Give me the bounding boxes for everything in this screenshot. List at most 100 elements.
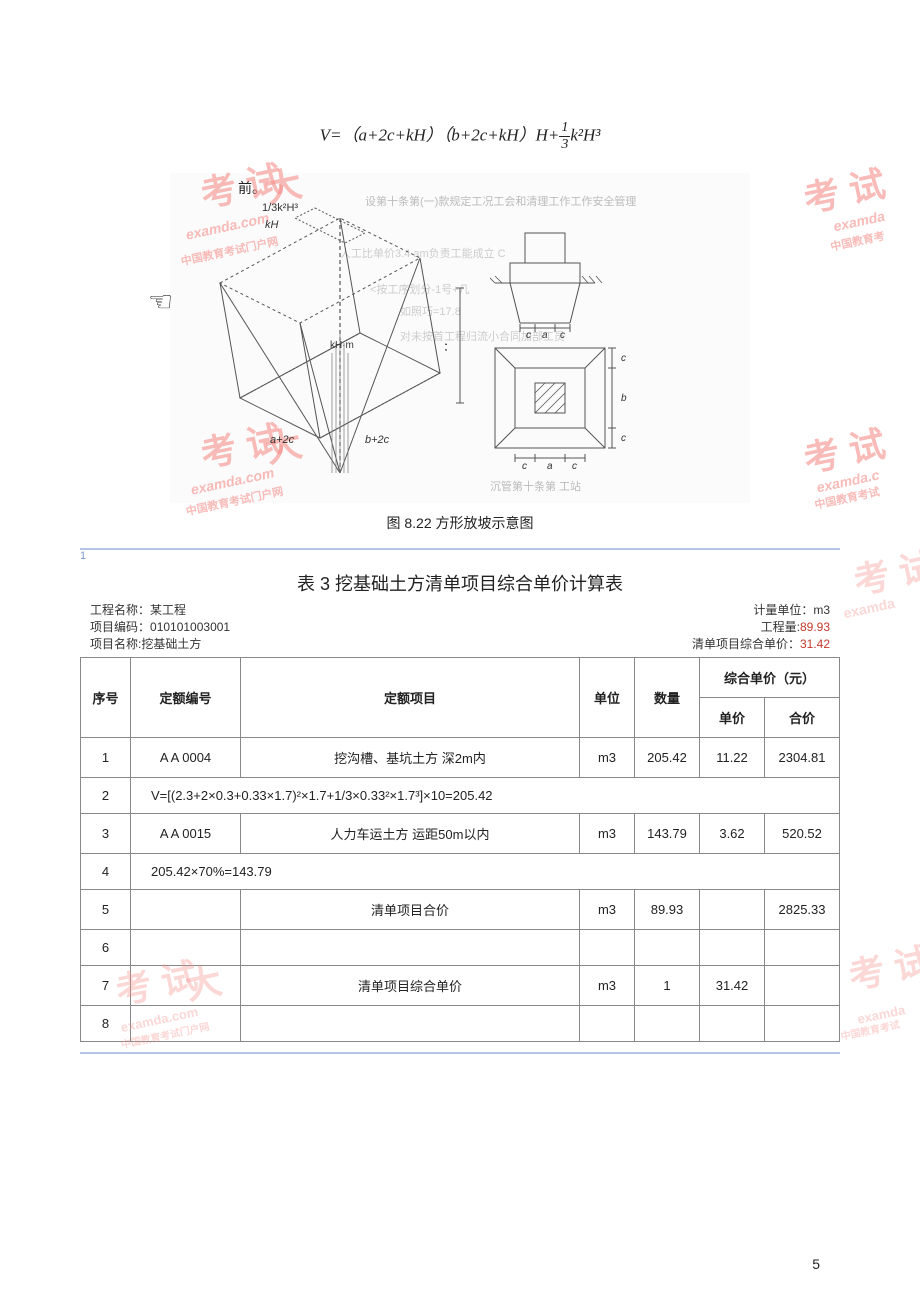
diagram-area: 前。 考 试 大 examda.com 中国教育考试门户网 考 试 大 exam…: [170, 173, 750, 503]
cell-item: [241, 930, 580, 966]
cell-unit: m3: [580, 738, 635, 778]
cell-tp: [765, 1006, 840, 1042]
cell-code: [131, 890, 241, 930]
svg-text:c: c: [621, 433, 626, 444]
svg-text:c: c: [572, 461, 577, 472]
cell-up: 11.22: [700, 738, 765, 778]
cell-qty: [635, 930, 700, 966]
left-meta: 工程名称：某工程 项目编码：010101003001 项目名称:挖基础土方: [90, 601, 230, 652]
formula-fraction: 13: [559, 120, 570, 153]
cell-seq: 6: [81, 930, 131, 966]
qty-value: 89.93: [800, 620, 830, 634]
proj-name: 某工程: [150, 603, 186, 617]
formula-suffix: k²H³: [570, 125, 600, 144]
right-meta: 计量单位：m3 工程量:89.93 清单项目综合单价：31.42: [692, 601, 830, 652]
svg-text:a: a: [547, 461, 553, 472]
cell-seq: 7: [81, 966, 131, 1006]
cell-seq: 3: [81, 814, 131, 854]
cell-qty: [635, 1006, 700, 1042]
cell-qty: 205.42: [635, 738, 700, 778]
table-title: 表 3 挖基础土方清单项目综合单价计算表: [80, 570, 840, 596]
cell-unit: m3: [580, 966, 635, 1006]
unit-value: m3: [813, 603, 830, 617]
table-row: 5清单项目合价m389.932825.33: [81, 890, 840, 930]
cell-unit: [580, 930, 635, 966]
cell-unit: m3: [580, 814, 635, 854]
cell-seq: 8: [81, 1006, 131, 1042]
svg-text:H: H: [445, 342, 450, 351]
page-container: V=（a+2c+kH）（b+2c+kH）H+13k²H³ 前。 考 试 大 ex…: [0, 0, 920, 1302]
cell-unit: m3: [580, 890, 635, 930]
calculation-table: 序号 定额编号 定额项目 单位 数量 综合单价（元） 单价 合价 1A A 00…: [80, 657, 840, 1042]
svg-text:c: c: [560, 330, 565, 338]
svg-text:c: c: [526, 330, 531, 338]
label-13kh: 1/3k²H³: [262, 202, 298, 214]
footing-section-svg: c a c: [490, 228, 620, 338]
hand-icon: ☜: [148, 285, 173, 318]
item-name-label: 项目名称:: [90, 637, 141, 651]
cell-unit: [580, 1006, 635, 1042]
cell-up: [700, 930, 765, 966]
cell-tp: [765, 966, 840, 1006]
cell-span: 205.42×70%=143.79: [131, 854, 840, 890]
cell-item: [241, 1006, 580, 1042]
table-row: 7清单项目综合单价m3131.42: [81, 966, 840, 1006]
cell-tp: 2304.81: [765, 738, 840, 778]
wm-table-3c: 中国教育考试: [839, 1016, 901, 1043]
figure-section: V=（a+2c+kH）（b+2c+kH）H+13k²H³ 前。 考 试 大 ex…: [80, 120, 840, 550]
wm-table-1: 考 试: [848, 537, 920, 605]
table-row: 1A A 0004挖沟槽、基坑土方 深2m内m3205.4211.222304.…: [81, 738, 840, 778]
table-row: 4205.42×70%=143.79: [81, 854, 840, 890]
qty-label: 工程量:: [761, 620, 800, 634]
svg-text:c: c: [621, 353, 626, 364]
wm-table-1b: examda: [842, 595, 896, 621]
label-a2c: a+2c: [270, 434, 295, 446]
wm-table-3: 考 试: [843, 932, 920, 1000]
cell-code: A A 0004: [131, 738, 241, 778]
cell-tp: 520.52: [765, 814, 840, 854]
cell-span: V=[(2.3+2×0.3+0.33×1.7)²×1.7+1/3×0.33²×1…: [131, 778, 840, 814]
th-unit: 单位: [580, 658, 635, 738]
cell-qty: 143.79: [635, 814, 700, 854]
cell-item: 清单项目合价: [241, 890, 580, 930]
cell-code: A A 0015: [131, 814, 241, 854]
h-dimension-svg: H: [445, 283, 475, 413]
th-seq: 序号: [81, 658, 131, 738]
cell-up: 31.42: [700, 966, 765, 1006]
proj-code-label: 项目编码：: [90, 620, 150, 634]
table-row: 8: [81, 1006, 840, 1042]
formula: V=（a+2c+kH）（b+2c+kH）H+13k²H³: [170, 120, 750, 153]
table-header-meta: 工程名称：某工程 项目编码：010101003001 项目名称:挖基础土方 计量…: [90, 601, 830, 652]
table-body: 1A A 0004挖沟槽、基坑土方 深2m内m3205.4211.222304.…: [81, 738, 840, 1042]
cell-item: 人力车运土方 运距50m以内: [241, 814, 580, 854]
cell-code: [131, 930, 241, 966]
cell-code: [131, 966, 241, 1006]
svg-text:c: c: [522, 461, 527, 472]
unit-label: 计量单位：: [753, 603, 813, 617]
figure-caption: 图 8.22 方形放坡示意图: [170, 513, 750, 533]
label-b2c: b+2c: [365, 434, 390, 446]
cell-qty: 89.93: [635, 890, 700, 930]
proj-code: 010101003001: [150, 620, 230, 634]
th-qty: 数量: [635, 658, 700, 738]
th-tp: 合价: [765, 698, 840, 738]
cell-seq: 2: [81, 778, 131, 814]
cell-item: 清单项目综合单价: [241, 966, 580, 1006]
table-row: 2V=[(2.3+2×0.3+0.33×1.7)²×1.7+1/3×0.33²×…: [81, 778, 840, 814]
frac-den: 3: [559, 137, 570, 153]
table-row: 6: [81, 930, 840, 966]
th-item: 定额项目: [241, 658, 580, 738]
label-kH: kH: [265, 219, 279, 231]
svg-text:b: b: [621, 393, 627, 404]
cell-up: 3.62: [700, 814, 765, 854]
cell-up: [700, 1006, 765, 1042]
cell-item: 挖沟槽、基坑土方 深2m内: [241, 738, 580, 778]
item-name: 挖基础土方: [141, 637, 201, 651]
formula-prefix: V=（a+2c+kH）（b+2c+kH）H+: [320, 125, 560, 144]
table-header-row: 序号 定额编号 定额项目 单位 数量 综合单价（元）: [81, 658, 840, 698]
wm-table-3b: examda: [856, 1002, 906, 1027]
cell-code: [131, 1006, 241, 1042]
svg-text:a: a: [542, 330, 548, 338]
unitprice-label: 清单项目综合单价：: [692, 637, 800, 651]
proj-name-label: 工程名称：: [90, 603, 150, 617]
